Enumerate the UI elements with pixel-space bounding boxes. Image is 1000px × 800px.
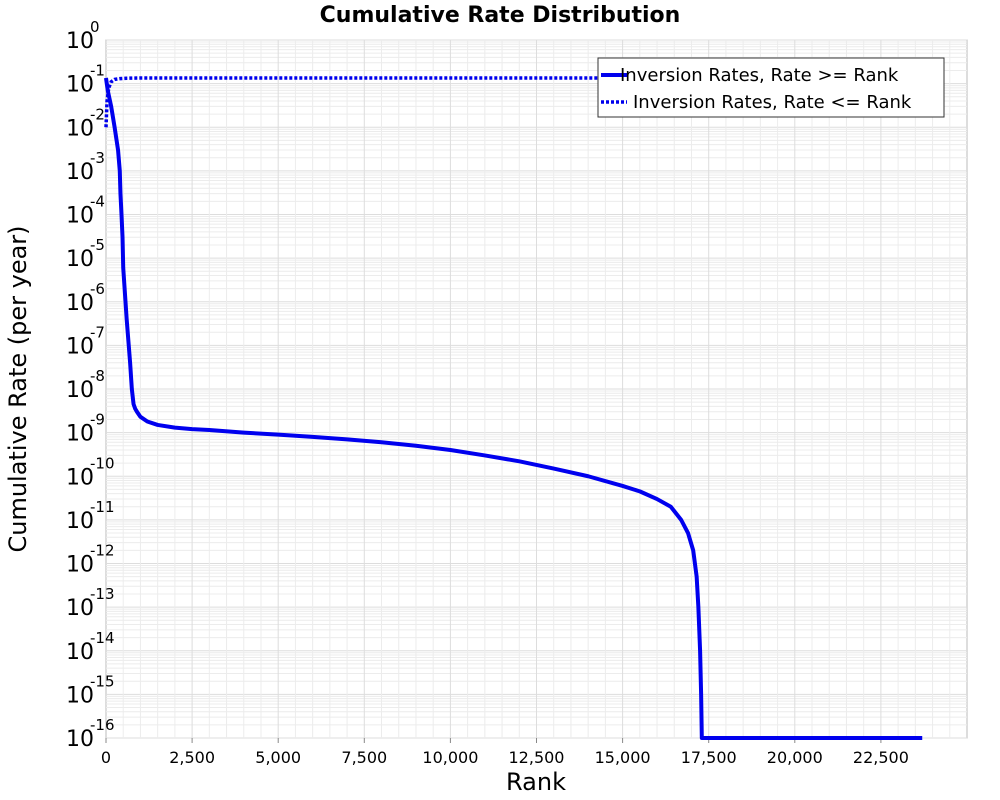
y-tick-label-base: 10 — [66, 683, 94, 708]
y-tick-label-exponent: -9 — [90, 411, 105, 429]
y-tick-label-base: 10 — [66, 291, 94, 316]
y-tick-label-base: 10 — [66, 116, 94, 141]
x-tick-label: 2,500 — [169, 748, 215, 767]
y-tick-label-base: 10 — [66, 640, 94, 665]
legend-label-rate-ge-rank: Inversion Rates, Rate >= Rank — [620, 65, 899, 86]
y-tick-label-base: 10 — [66, 378, 94, 403]
series-line-rate-ge-rank — [104, 77, 923, 740]
y-tick-label-exponent: -7 — [90, 323, 105, 341]
y-tick-label-base: 10 — [66, 727, 94, 752]
y-tick-label-exponent: -14 — [90, 629, 115, 647]
x-tick-label: 10,000 — [422, 748, 478, 767]
y-tick-label-exponent: -1 — [90, 62, 105, 80]
y-tick-label-base: 10 — [66, 596, 94, 621]
x-tick-label: 15,000 — [595, 748, 651, 767]
y-tick-label-base: 10 — [66, 204, 94, 229]
x-tick-label: 12,500 — [509, 748, 565, 767]
x-axis-ticks: 0 2,500 5,000 7,500 10,000 12,500 15,000 17,500… — [101, 738, 909, 767]
y-tick-label-base: 10 — [66, 422, 94, 447]
y-tick-label-exponent: -4 — [90, 193, 105, 211]
y-tick-label-base: 10 — [66, 553, 94, 578]
y-tick-label-base: 10 — [66, 29, 94, 54]
y-tick-label-base: 10 — [66, 334, 94, 359]
y-tick-label-exponent: -16 — [90, 716, 115, 734]
y-tick-label-exponent: -2 — [90, 105, 105, 123]
y-tick-label-exponent: -13 — [90, 585, 115, 603]
y-tick-label-exponent: -12 — [90, 542, 115, 560]
x-tick-label: 17,500 — [681, 748, 737, 767]
x-tick-label: 22,500 — [853, 748, 909, 767]
y-axis-label: Cumulative Rate (per year) — [4, 225, 32, 552]
x-axis-label: Rank — [506, 768, 566, 796]
legend-box — [597, 57, 945, 118]
y-tick-label-exponent: -11 — [90, 498, 115, 516]
y-axis-ticks: 10010-110-210-310-410-510-610-710-810-91… — [66, 18, 115, 752]
legend: Inversion Rates, Rate >= Rank Inversion … — [597, 57, 945, 118]
y-tick-label-exponent: -5 — [90, 236, 105, 254]
y-tick-label-base: 10 — [66, 160, 94, 185]
y-tick-label-exponent: 0 — [90, 18, 100, 36]
y-tick-label-base: 10 — [66, 247, 94, 272]
x-tick-label: 20,000 — [767, 748, 823, 767]
y-tick-label-exponent: -10 — [90, 454, 115, 472]
x-tick-label: 0 — [101, 748, 111, 767]
y-tick-label-exponent: -8 — [90, 367, 105, 385]
y-tick-label-base: 10 — [66, 465, 94, 490]
legend-label-rate-le-rank: Inversion Rates, Rate <= Rank — [633, 92, 912, 113]
y-tick-label-base: 10 — [66, 509, 94, 534]
x-tick-label: 7,500 — [341, 748, 387, 767]
chart-title: Cumulative Rate Distribution — [320, 3, 681, 28]
y-tick-label-exponent: -3 — [90, 149, 105, 167]
y-tick-label-exponent: -6 — [90, 280, 105, 298]
y-tick-label-base: 10 — [66, 73, 94, 98]
x-tick-label: 5,000 — [255, 748, 301, 767]
y-tick-label-exponent: -15 — [90, 672, 115, 690]
